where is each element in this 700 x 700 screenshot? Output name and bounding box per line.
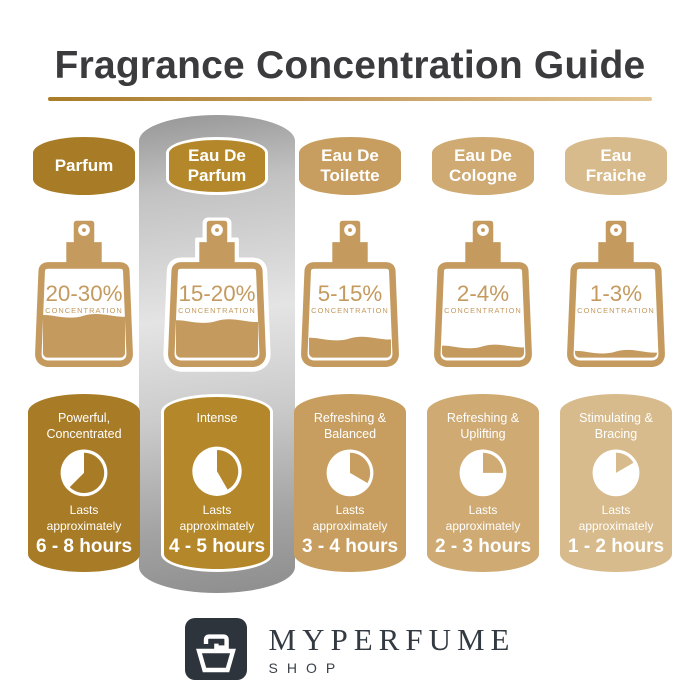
percent-label: 20-30% <box>45 281 122 306</box>
concentration-label: CONCENTRATION <box>178 306 256 315</box>
clock-icon <box>60 448 108 496</box>
type-badge-label: Eau De Parfum <box>187 145 247 185</box>
bottle-body <box>434 262 532 368</box>
concentration-label: CONCENTRATION <box>311 306 389 315</box>
bottle-cap <box>332 242 368 266</box>
bottle-body <box>567 262 665 368</box>
lasts-label: Lasts approximately <box>312 503 388 533</box>
type-badge-label: Eau De Toilette <box>320 145 380 185</box>
page-title: Fragrance Concentration Guide <box>54 44 646 87</box>
type-badge-label: Eau Fraiche <box>585 145 647 185</box>
duration-value: 1 - 2 hours <box>567 536 665 557</box>
type-badge: Eau Fraiche <box>565 137 667 195</box>
type-badge-label: Eau De Cologne <box>449 145 517 185</box>
lasts-label: Lasts approximately <box>578 503 654 533</box>
percent-label: 1-3% <box>590 281 642 306</box>
percent-label: 5-15% <box>318 281 383 306</box>
perfume-bottle-icon: 15-20% CONCENTRATION <box>163 217 271 372</box>
column-eau-de-cologne: Eau De Cologne 2-4% CONCENTRATION <box>427 137 539 572</box>
perfume-bottle-icon: 20-30% CONCENTRATION <box>35 220 133 368</box>
column-eau-fraiche: Eau Fraiche 1-3% CONCENTRATION <box>560 137 672 572</box>
character-description: Stimulating & Bracing <box>579 411 653 442</box>
bottle-cap <box>465 242 501 266</box>
liquid-fill <box>43 314 125 358</box>
clock-icon <box>192 446 242 496</box>
lasts-label: Lasts approximately <box>179 503 255 533</box>
shop-logo-icon <box>184 618 247 680</box>
lasts-label: Lasts approximately <box>46 503 122 533</box>
clock-icon <box>326 448 374 496</box>
concentration-label: CONCENTRATION <box>577 306 655 315</box>
bottle-cap <box>598 242 634 266</box>
concentration-label: CONCENTRATION <box>45 306 123 315</box>
perfume-bottle-icon: 2-4% CONCENTRATION <box>434 220 532 368</box>
info-card: Refreshing & Uplifting Lasts approximate… <box>427 394 539 572</box>
type-badge: Eau De Toilette <box>299 137 401 195</box>
info-card: Stimulating & Bracing Lasts approximatel… <box>560 394 672 572</box>
type-badge-label: Parfum <box>54 155 114 175</box>
type-badge: Eau De Parfum <box>166 137 268 195</box>
lasts-label: Lasts approximately <box>445 503 521 533</box>
columns-section: Parfum 20-30% CONCENTRATION <box>0 115 700 593</box>
concentration-label: CONCENTRATION <box>444 306 522 315</box>
brand-text-block: MYPERFUME SHOP <box>269 624 516 675</box>
duration-value: 6 - 8 hours <box>35 536 133 557</box>
clock-icon <box>459 448 507 496</box>
type-badge: Parfum <box>33 137 135 195</box>
perfume-bottle-icon: 5-15% CONCENTRATION <box>301 220 399 368</box>
duration-value: 4 - 5 hours <box>168 536 266 557</box>
brand-name: MYPERFUME <box>268 621 516 657</box>
clock-icon <box>592 448 640 496</box>
character-description: Powerful, Concentrated <box>46 411 122 442</box>
percent-label: 15-20% <box>178 281 255 306</box>
info-card: Intense Lasts approximately 4 - 5 hours <box>161 394 273 572</box>
character-description: Refreshing & Uplifting <box>446 411 520 442</box>
gold-underline <box>48 97 652 101</box>
brand-footer: MYPERFUME SHOP <box>0 618 700 680</box>
bottle-cap <box>199 242 235 266</box>
info-card: Powerful, Concentrated Lasts approximate… <box>28 394 140 572</box>
bottle-cap <box>66 242 102 266</box>
column-parfum: Parfum 20-30% CONCENTRATION <box>28 137 140 572</box>
column-eau-de-parfum: Eau De Parfum 15-20% CONCENTRATION <box>161 137 273 572</box>
column-eau-de-toilette: Eau De Toilette 5-15% CONCENTRATION <box>294 137 406 572</box>
duration-value: 3 - 4 hours <box>301 536 399 557</box>
duration-value: 2 - 3 hours <box>434 536 532 557</box>
brand-subtitle: SHOP <box>268 659 345 676</box>
liquid-fill <box>176 319 258 358</box>
character-description: Intense <box>196 411 238 425</box>
perfume-bottle-icon: 1-3% CONCENTRATION <box>567 220 665 368</box>
info-card: Refreshing & Balanced Lasts approximatel… <box>294 394 406 572</box>
character-description: Refreshing & Balanced <box>313 411 387 442</box>
type-badge: Eau De Cologne <box>432 137 534 195</box>
percent-label: 2-4% <box>457 281 509 306</box>
